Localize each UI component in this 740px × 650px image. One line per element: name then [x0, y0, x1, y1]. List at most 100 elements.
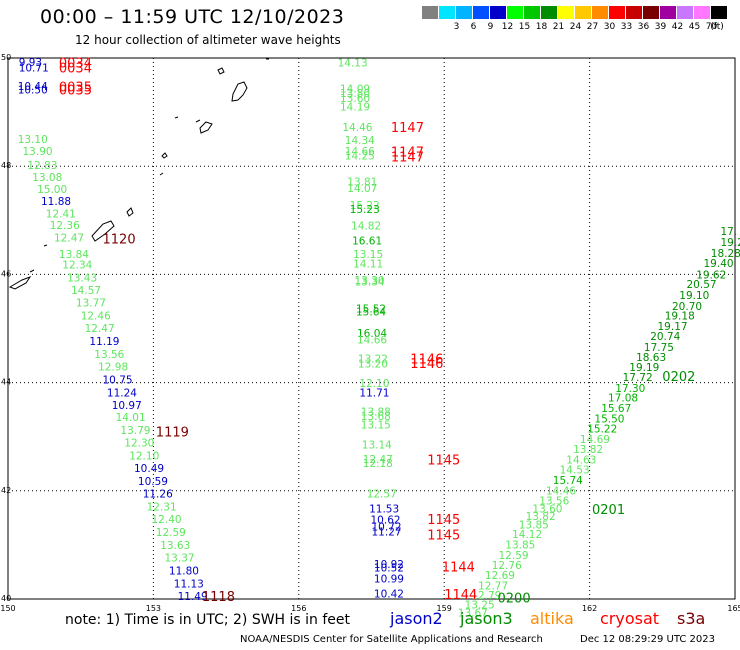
- colorbar-tick-label: 45: [688, 22, 701, 32]
- note-bar: note: 1) Time is in UTC; 2) SWH is in fe…: [65, 609, 705, 628]
- wave-height-label: 14.66: [345, 146, 375, 158]
- wave-height-label: 13.22: [358, 353, 388, 365]
- wave-height-label: 15.52: [356, 304, 386, 316]
- wave-height-label: 13.81: [347, 176, 377, 188]
- wave-height-label: 13.10: [18, 134, 48, 146]
- pass-time-label: 0200: [498, 591, 531, 606]
- wave-height-label: 14.63: [566, 454, 596, 466]
- wave-height-label: 13.60: [532, 504, 562, 516]
- wave-height-label: 12.36: [50, 220, 80, 232]
- wave-height-label: 12.10: [359, 378, 389, 390]
- wave-height-label: 12.47: [54, 233, 84, 245]
- wave-height-label: 13.84: [59, 249, 89, 261]
- wave-height-label: 15.50: [594, 413, 624, 425]
- wave-height-label: 13.34: [355, 276, 385, 288]
- pass-time-label: 1147: [391, 151, 424, 166]
- wave-height-label: 19.2: [721, 237, 740, 249]
- pass-time-labels: 0034003400350035112011191118114711471147…: [59, 56, 695, 606]
- colorbar-swatch: [541, 6, 558, 19]
- wave-height-label: 11.88: [41, 196, 71, 208]
- wave-height-label: 18.28: [711, 248, 740, 260]
- wave-height-label: 14.82: [351, 221, 381, 233]
- colorbar-tick-label: 12: [501, 22, 514, 32]
- wave-height-label: 14.46: [342, 122, 372, 134]
- wave-height-label: 19.17: [658, 321, 688, 333]
- wave-height-label: 14.53: [560, 465, 590, 477]
- island-shape: [8, 275, 32, 290]
- wave-height-label: 11.53: [369, 504, 399, 516]
- wave-height-label: 11.27: [372, 526, 402, 538]
- colorbar-swatch: [473, 6, 490, 19]
- colorbar-tick-label: 39: [654, 22, 667, 32]
- wave-height-label: 9.93: [19, 57, 42, 69]
- wave-height-label: 13.90: [23, 146, 53, 158]
- colorbar-swatch: [524, 6, 541, 19]
- wave-height-label: 19.19: [629, 362, 659, 374]
- pass-time-label: 1118: [202, 590, 235, 605]
- wave-height-label: 15.74: [553, 475, 583, 487]
- wave-height-label: 12.79: [471, 590, 501, 602]
- island-shape: [231, 81, 248, 102]
- wave-height-label: 11.24: [107, 387, 137, 399]
- pass-time-label: 0035: [59, 83, 92, 98]
- wave-height-label: 17.72: [623, 372, 653, 384]
- colorbar-swatch: [422, 6, 439, 19]
- wave-height-label: 17.: [721, 226, 738, 238]
- wave-height-label: 13.79: [120, 425, 150, 437]
- island-shape: [91, 220, 115, 242]
- satellite-legend-cryosat: cryosat: [600, 609, 660, 628]
- wave-height-label: 18.63: [636, 352, 666, 364]
- wave-height-label: 13.08: [32, 172, 62, 184]
- colorbar-tick-label: 15: [518, 22, 531, 32]
- lon-tick-label: 153: [146, 604, 161, 613]
- lat-tick-label: 46: [1, 269, 11, 278]
- wave-height-label: 13.82: [526, 511, 556, 523]
- colorbar-swatch: [558, 6, 575, 19]
- lat-tick-label: 44: [1, 378, 11, 387]
- island-shape: [29, 269, 35, 273]
- pass-time-label: 1147: [391, 146, 424, 161]
- wave-height-label: 12.31: [147, 502, 177, 514]
- wave-height-label: 14.57: [71, 285, 101, 297]
- colorbar-swatch: [456, 6, 473, 19]
- colorbar-unit-label: (ft): [710, 22, 724, 32]
- satellite-legend-altika: altika: [530, 609, 574, 628]
- colorbar-tick-label: 9: [487, 22, 494, 32]
- wave-height-label: 10.71: [19, 63, 49, 75]
- wave-height-label: 13.56: [94, 349, 124, 361]
- pass-time-label: 0034: [59, 56, 92, 71]
- colorbar-swatch: [711, 6, 728, 19]
- wave-height-label: 10.62: [371, 515, 401, 527]
- wave-height-label: 16.04: [357, 328, 387, 340]
- wave-height-label: 12.76: [492, 560, 522, 572]
- wave-height-label: 15.23: [350, 204, 380, 216]
- wave-height-label: 13.43: [67, 273, 97, 285]
- colorbar-tick-label: 33: [620, 22, 633, 32]
- wave-height-label: 17.75: [644, 342, 674, 354]
- wave-height-label: 11.26: [143, 489, 173, 501]
- wave-height-label: 12.34: [62, 260, 92, 272]
- pass-time-label: 0201: [592, 503, 625, 518]
- credit-text: NOAA/NESDIS Center for Satellite Applica…: [240, 634, 543, 645]
- wave-height-label: 10.50: [18, 84, 48, 96]
- wave-height-label: 13.15: [353, 249, 383, 261]
- lon-tick-label: 165: [727, 604, 740, 613]
- wave-height-label: 13.14: [362, 439, 392, 451]
- wave-height-label: 12.40: [152, 514, 182, 526]
- wave-height-label: 10.52: [374, 563, 404, 575]
- island-shape: [161, 152, 168, 159]
- wave-height-label: 19.10: [679, 290, 709, 302]
- pass-time-label: 1145: [427, 513, 460, 528]
- wave-height-label: 12.47: [363, 454, 393, 466]
- colorbar-tick-label: 70: [705, 22, 718, 32]
- colorbar-tick-label: 36: [637, 22, 650, 32]
- wave-height-label: 14.12: [512, 529, 542, 541]
- pass-time-label: 1119: [156, 425, 189, 440]
- colorbar-tick-label: 27: [586, 22, 599, 32]
- wave-height-label: 14.01: [116, 412, 146, 424]
- island-shape: [43, 244, 48, 247]
- wave-height-label: 12.30: [124, 438, 154, 450]
- wave-height-label: 13.25: [465, 599, 495, 611]
- wave-height-label: 13.60: [340, 93, 370, 105]
- wave-height-label: 15.22: [350, 200, 380, 212]
